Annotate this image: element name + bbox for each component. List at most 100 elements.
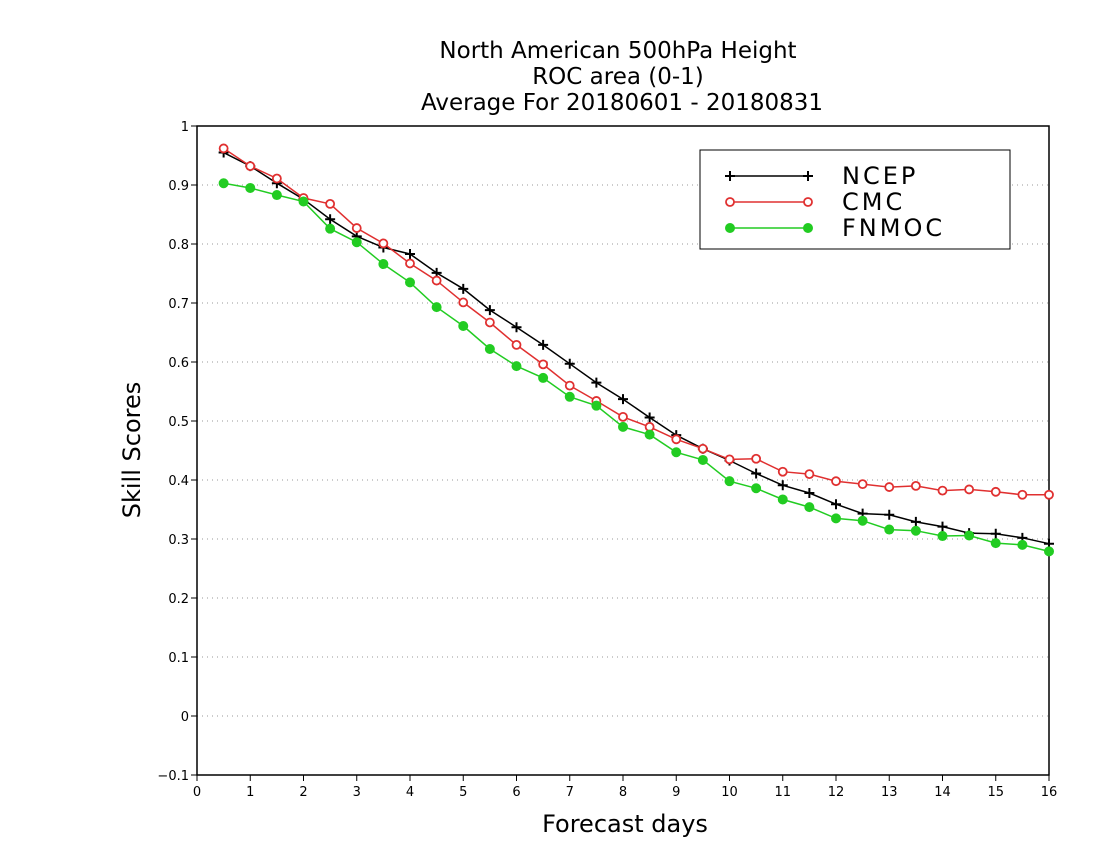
legend-label-cmc: CMC — [842, 188, 905, 216]
data-point-fnmoc — [937, 531, 948, 542]
data-point-ncep — [777, 480, 788, 491]
x-tick-label: 4 — [406, 785, 414, 800]
data-point-fnmoc — [298, 196, 309, 207]
data-point-cmc — [751, 453, 762, 464]
data-point-fnmoc — [431, 302, 442, 313]
y-tick-label: 0.3 — [168, 533, 189, 548]
data-point-fnmoc — [964, 530, 975, 541]
data-point-cmc — [831, 476, 841, 487]
data-point-ncep — [538, 339, 549, 350]
chart-title: North American 500hPa Height ROC area (0… — [421, 38, 823, 116]
data-point-ncep — [990, 528, 1001, 539]
data-point-fnmoc — [564, 391, 575, 402]
data-point-cmc — [245, 161, 256, 172]
data-point-ncep — [804, 487, 815, 498]
y-tick-label: 0.9 — [168, 179, 189, 194]
data-point-cmc — [937, 485, 948, 496]
y-tick-label: 0.7 — [168, 297, 189, 312]
y-tick-label: 0.4 — [168, 474, 189, 489]
data-point-cmc — [511, 339, 522, 350]
x-tick-label: 9 — [672, 785, 680, 800]
legend-marker-fnmoc — [803, 223, 813, 233]
data-point-fnmoc — [538, 372, 549, 383]
data-point-ncep — [564, 358, 575, 369]
data-point-fnmoc — [697, 454, 708, 465]
data-point-fnmoc — [804, 502, 815, 513]
x-tick-label: 12 — [828, 785, 845, 800]
data-point-cmc — [724, 454, 735, 465]
legend-marker-ncep — [725, 171, 735, 181]
y-tick-label: −0.1 — [157, 769, 189, 784]
data-point-fnmoc — [591, 400, 602, 411]
legend-entry-cmc: CMC — [725, 188, 905, 216]
series-fnmoc — [218, 178, 1054, 557]
data-point-ncep — [405, 249, 415, 260]
y-tick-label: 0.8 — [168, 238, 189, 253]
data-point-fnmoc — [644, 429, 655, 440]
data-point-cmc — [271, 173, 282, 184]
data-point-fnmoc — [245, 182, 256, 193]
legend-entry-ncep: NCEP — [725, 162, 918, 190]
data-point-ncep — [644, 412, 655, 423]
y-tick-label: 0.6 — [168, 356, 189, 371]
data-point-cmc — [990, 486, 1001, 497]
x-tick-label: 5 — [459, 785, 467, 800]
data-point-cmc — [431, 275, 442, 286]
legend-marker-cmc — [803, 197, 813, 207]
x-tick-label: 3 — [353, 785, 361, 800]
legend-label-fnmoc: FNMOC — [842, 214, 945, 242]
data-point-cmc — [618, 411, 628, 422]
data-point-cmc — [484, 317, 495, 328]
data-point-cmc — [884, 482, 895, 492]
x-tick-label: 6 — [512, 785, 520, 800]
series-layer — [218, 143, 1054, 557]
data-point-cmc — [804, 469, 815, 480]
data-point-cmc — [1017, 489, 1028, 500]
x-tick-label: 15 — [987, 785, 1004, 800]
y-axis-title: Skill Scores — [118, 382, 146, 519]
data-point-cmc — [378, 238, 389, 249]
x-tick-label: 2 — [299, 785, 307, 800]
data-point-ncep — [591, 377, 602, 388]
data-point-ncep — [751, 468, 762, 479]
series-cmc — [218, 143, 1054, 500]
data-point-fnmoc — [458, 321, 469, 332]
data-point-cmc — [351, 223, 362, 233]
data-point-fnmoc — [910, 525, 921, 536]
data-point-ncep — [484, 305, 495, 316]
x-axis: 0 1 2 3 4 5 6 7 8 9 10 11 12 13 14 15 16 — [193, 775, 1057, 800]
x-axis-title: Forecast days — [542, 810, 708, 838]
legend-marker-cmc — [725, 197, 735, 207]
legend-label-ncep: NCEP — [842, 162, 918, 190]
legend-box — [699, 149, 1011, 250]
data-point-fnmoc — [1044, 546, 1054, 557]
data-point-fnmoc — [777, 494, 788, 505]
x-tick-label: 13 — [881, 785, 898, 800]
data-point-cmc — [458, 297, 469, 308]
data-point-fnmoc — [378, 259, 389, 270]
data-point-cmc — [538, 359, 549, 370]
data-point-cmc — [405, 258, 415, 269]
data-point-ncep — [910, 516, 921, 527]
x-tick-label: 1 — [246, 785, 254, 800]
data-point-cmc — [325, 198, 336, 209]
data-point-fnmoc — [325, 223, 336, 234]
y-tick-label: 0 — [181, 710, 189, 725]
data-point-fnmoc — [831, 513, 841, 524]
x-tick-label: 11 — [774, 785, 791, 800]
data-point-fnmoc — [271, 190, 282, 201]
data-point-cmc — [697, 443, 708, 454]
x-tick-label: 14 — [934, 785, 951, 800]
data-point-fnmoc — [1017, 539, 1028, 550]
y-tick-label: 0.2 — [168, 592, 189, 607]
legend-marker-fnmoc — [725, 223, 735, 233]
title-line-1: North American 500hPa Height — [439, 38, 796, 64]
data-point-cmc — [910, 480, 921, 491]
data-point-fnmoc — [618, 421, 628, 432]
data-point-ncep — [511, 322, 522, 333]
title-line-3: Average For 20180601 - 20180831 — [421, 90, 823, 116]
data-point-fnmoc — [884, 524, 895, 535]
data-point-cmc — [777, 466, 788, 477]
